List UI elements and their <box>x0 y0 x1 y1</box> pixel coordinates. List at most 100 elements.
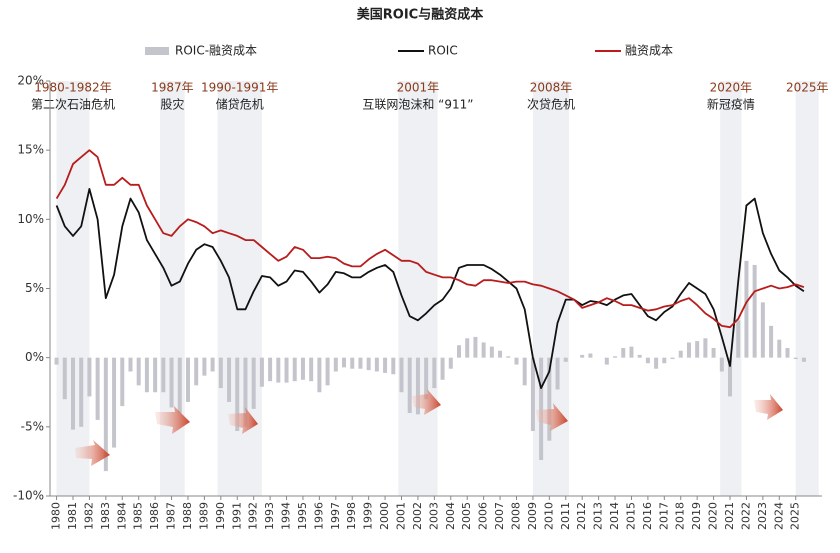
bar <box>580 354 585 358</box>
period-band <box>56 81 90 496</box>
bar <box>670 357 675 360</box>
legend-label: 融资成本 <box>625 44 673 58</box>
bar <box>62 357 67 400</box>
x-tick-label: 2006 <box>477 502 490 530</box>
bar <box>563 357 568 362</box>
bar <box>604 357 609 365</box>
bar <box>793 357 798 360</box>
x-tick-label: 2012 <box>575 502 588 530</box>
bar <box>662 357 667 364</box>
y-tick-label: 20% <box>17 74 44 88</box>
bar <box>292 357 297 382</box>
bar <box>637 354 642 358</box>
axes: -10% -5% 0% 5% 10% 15% 20% 1980 1981 1982 1983 1984… <box>13 74 822 530</box>
bar <box>530 357 535 431</box>
arrow <box>412 389 441 415</box>
bar <box>227 357 232 402</box>
bar <box>136 357 141 386</box>
bar <box>555 357 560 390</box>
period-band <box>398 81 438 496</box>
x-tick-label: 2021 <box>723 502 736 530</box>
x-tick-label: 2014 <box>608 502 621 530</box>
bar <box>128 357 133 372</box>
bar <box>547 357 552 441</box>
bar <box>522 357 527 386</box>
x-tick-label: 1980 <box>50 502 63 530</box>
arrow <box>155 406 190 434</box>
bar <box>695 341 700 358</box>
y-tick-label: 15% <box>17 143 44 157</box>
bar <box>703 338 708 358</box>
x-tick-label: 2018 <box>674 502 687 530</box>
bar <box>317 357 322 393</box>
period-year: 1990-1991年 <box>201 81 278 95</box>
period-year: 2020年 <box>710 81 753 95</box>
x-tick-label: 1999 <box>362 502 375 530</box>
bar <box>785 347 790 358</box>
bar <box>654 357 659 369</box>
bar <box>112 357 117 448</box>
bar <box>777 339 782 358</box>
bar <box>801 357 806 362</box>
legend: ROIC-融资成本 ROIC 融资成本 <box>145 44 673 58</box>
x-tick-label: 1993 <box>263 502 276 530</box>
bar <box>309 357 314 382</box>
bar <box>711 347 716 358</box>
bar <box>769 325 774 358</box>
bar <box>276 357 281 383</box>
arrow <box>228 407 258 434</box>
bar <box>333 357 338 372</box>
period-year: 1987年 <box>151 81 194 95</box>
x-tick-label: 1996 <box>312 502 325 530</box>
x-tick-label: 2011 <box>559 502 572 530</box>
period-year: 1980-1982年 <box>34 81 111 95</box>
x-tick-label: 2025 <box>789 502 802 530</box>
bar <box>153 357 158 393</box>
legend-label: ROIC-融资成本 <box>175 44 257 58</box>
x-tick-label: 2024 <box>772 502 785 530</box>
x-tick-label: 2016 <box>641 502 654 530</box>
x-tick-label: 2017 <box>657 502 670 530</box>
x-tick-label: 1983 <box>99 502 112 530</box>
bar <box>752 264 757 358</box>
bar <box>259 357 264 387</box>
bar <box>588 353 593 358</box>
x-tick-label: 1994 <box>280 502 293 530</box>
x-tick-label: 1989 <box>197 502 210 530</box>
x-tick-label: 1981 <box>66 502 79 530</box>
bar <box>374 357 379 372</box>
x-tick-label: 1988 <box>181 502 194 530</box>
period-band <box>795 81 819 496</box>
bar <box>744 260 749 358</box>
bar <box>645 357 650 364</box>
bar <box>760 302 765 358</box>
bar <box>539 357 544 461</box>
y-tick-label: -10% <box>13 489 44 503</box>
bar <box>465 338 470 358</box>
bar <box>210 357 215 372</box>
x-tick-label: 2002 <box>411 502 424 530</box>
y-tick-label: 10% <box>17 212 44 226</box>
bar <box>424 357 429 400</box>
bar <box>95 357 100 420</box>
x-tick-label: 1984 <box>115 502 128 530</box>
period-year: 2008年 <box>530 81 573 95</box>
bar <box>185 357 190 402</box>
chart-title: 美国ROIC与融资成本 <box>357 7 483 23</box>
bar <box>489 346 494 358</box>
bar <box>103 357 108 472</box>
x-tick-label: 1987 <box>165 502 178 530</box>
x-tick-label: 1982 <box>82 502 95 530</box>
bar <box>456 345 461 358</box>
x-tick-label: 1998 <box>345 502 358 530</box>
bar <box>448 357 453 369</box>
x-tick-label: 2010 <box>542 502 555 530</box>
bar <box>300 357 305 380</box>
period-event: 股灾 <box>160 97 184 112</box>
bars <box>54 260 806 472</box>
x-tick-label: 2023 <box>756 502 769 530</box>
bar <box>391 357 396 375</box>
bar <box>415 357 420 415</box>
